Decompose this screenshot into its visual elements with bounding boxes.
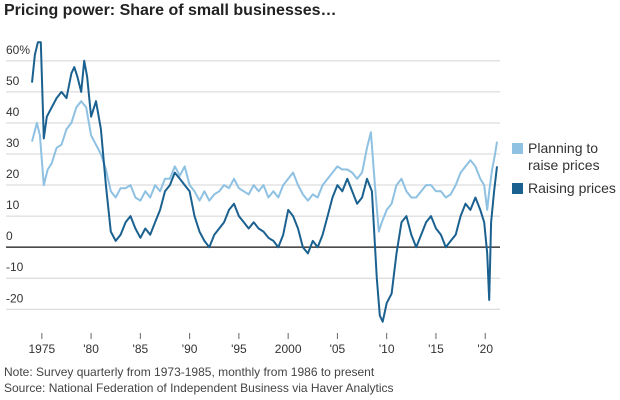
- x-tick-label: '80: [83, 342, 99, 356]
- y-tick-label: 30: [6, 136, 20, 150]
- x-tick-label: '90: [182, 342, 198, 356]
- x-tick-label: 1975: [28, 342, 55, 356]
- x-tick-label: 2000: [275, 342, 302, 356]
- legend-item: Planning to raise prices: [512, 140, 620, 174]
- legend-swatch: [512, 183, 523, 194]
- y-tick-label: 20: [6, 167, 20, 181]
- y-tick-label: 60%: [6, 43, 30, 57]
- line-series: [31, 41, 498, 323]
- legend-label: Planning to raise prices: [528, 140, 600, 173]
- x-tick-label: '05: [330, 342, 346, 356]
- line-series: [31, 100, 498, 233]
- x-tick-label: '10: [379, 342, 395, 356]
- chart-title: Pricing power: Share of small businesses…: [4, 2, 337, 19]
- legend-swatch: [512, 143, 523, 154]
- y-tick-label: 10: [6, 198, 20, 212]
- y-tick-label: -20: [6, 291, 24, 305]
- y-tick-label: -10: [6, 260, 24, 274]
- legend-label: Raising prices: [528, 180, 616, 196]
- legend: Planning to raise prices Raising prices: [512, 140, 620, 203]
- y-tick-label: 50: [6, 74, 20, 88]
- x-tick-label: '15: [428, 342, 444, 356]
- x-tick-label: '85: [133, 342, 149, 356]
- notes: Note: Survey quarterly from 1973-1985, m…: [4, 364, 394, 396]
- x-tick-label: '20: [477, 342, 493, 356]
- y-tick-label: 0: [6, 229, 13, 243]
- x-tick-label: '95: [231, 342, 247, 356]
- legend-item: Raising prices: [512, 180, 620, 197]
- note: Note: Survey quarterly from 1973-1985, m…: [4, 365, 375, 379]
- y-tick-label: 40: [6, 105, 20, 119]
- source: Source: National Federation of Independe…: [4, 381, 394, 395]
